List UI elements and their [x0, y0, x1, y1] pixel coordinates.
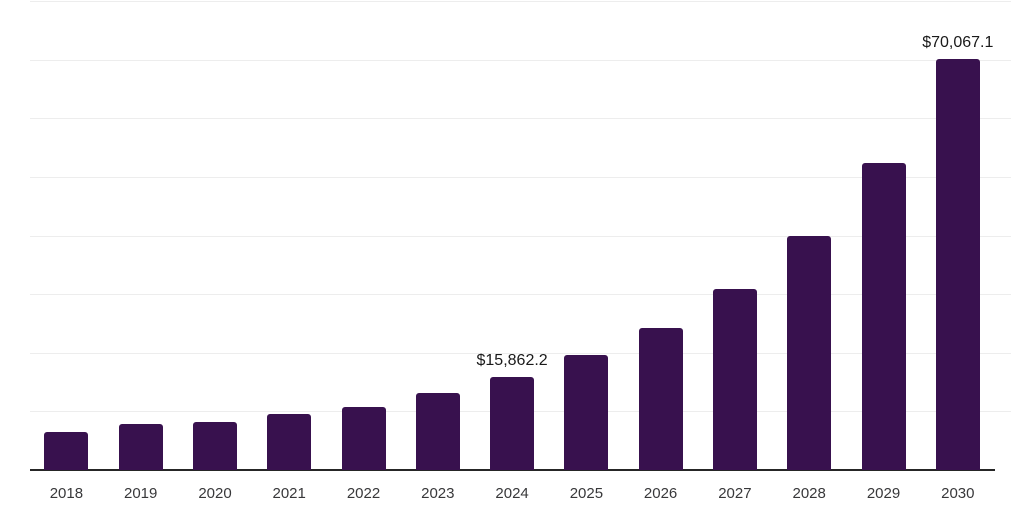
y-gridline	[30, 1, 1011, 2]
x-tick-label: 2025	[569, 485, 604, 502]
bar	[712, 289, 757, 470]
x-axis-line	[30, 469, 995, 471]
x-tick-label: 2023	[421, 485, 455, 502]
bar	[193, 421, 237, 470]
y-gridline	[30, 294, 1011, 296]
bar	[415, 392, 460, 470]
bar	[341, 406, 386, 470]
bar	[935, 59, 980, 470]
bar	[638, 328, 683, 470]
x-tick-label: 2024	[495, 485, 529, 502]
x-tick-label: 2021	[272, 485, 306, 502]
y-gridline	[30, 176, 1011, 178]
bar	[118, 424, 163, 470]
bar	[44, 432, 89, 470]
y-gridline	[30, 59, 1011, 61]
x-tick-label: 2029	[866, 485, 901, 502]
x-tick-label: 2028	[792, 485, 826, 502]
bar-data-label: $15,862.2	[476, 352, 548, 369]
x-tick-label: 2019	[124, 485, 158, 502]
bar	[490, 377, 535, 470]
bar-data-label: $70,067.1	[922, 34, 994, 52]
y-gridline	[30, 235, 1011, 237]
y-gridline	[30, 352, 1011, 354]
x-tick-label: 2030	[941, 485, 975, 502]
bar	[787, 236, 832, 470]
x-tick-label: 2020	[198, 485, 232, 502]
x-tick-label: 2018	[49, 485, 84, 502]
y-gridline	[30, 118, 1011, 120]
bar	[861, 163, 906, 470]
bar	[564, 355, 609, 470]
bar	[267, 414, 312, 470]
x-tick-label: 2022	[346, 485, 381, 502]
x-tick-label: 2026	[643, 485, 678, 502]
x-tick-label: 2027	[718, 485, 752, 502]
